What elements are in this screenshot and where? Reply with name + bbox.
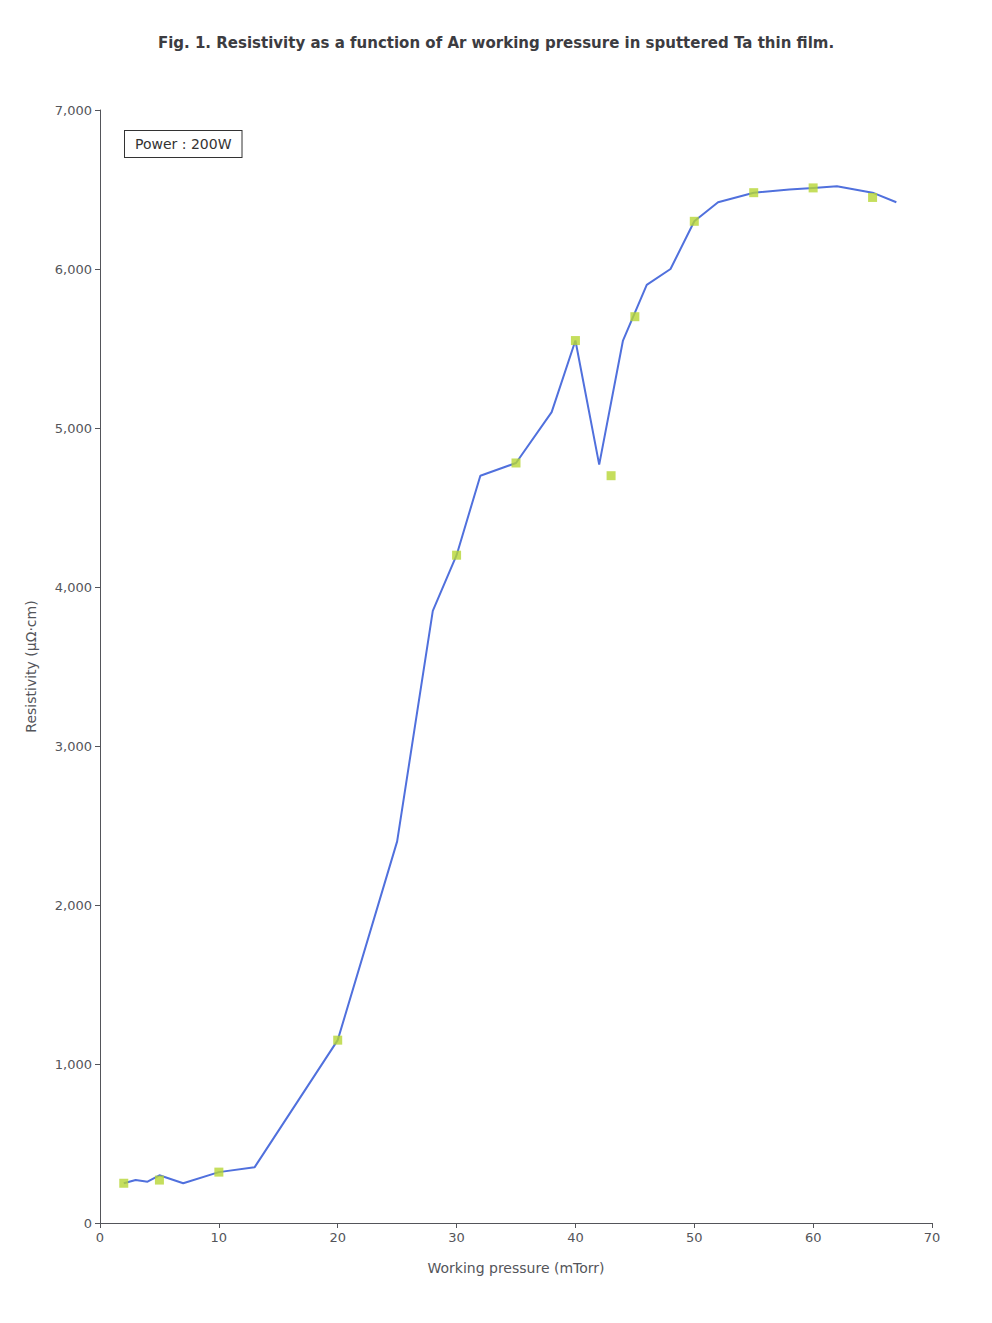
svg-text:70: 70: [924, 1230, 941, 1245]
svg-text:5,000: 5,000: [55, 421, 92, 436]
svg-text:40: 40: [567, 1230, 584, 1245]
svg-text:Working pressure (mTorr): Working pressure (mTorr): [427, 1260, 604, 1276]
svg-text:0: 0: [84, 1216, 92, 1231]
svg-text:4,000: 4,000: [55, 580, 92, 595]
svg-text:1,000: 1,000: [55, 1057, 92, 1072]
svg-text:Resistivity (μΩ·cm): Resistivity (μΩ·cm): [23, 600, 39, 732]
svg-text:30: 30: [448, 1230, 465, 1245]
svg-text:7,000: 7,000: [55, 103, 92, 118]
svg-text:20: 20: [329, 1230, 346, 1245]
svg-text:50: 50: [686, 1230, 703, 1245]
svg-text:10: 10: [211, 1230, 228, 1245]
svg-text:Power : 200W: Power : 200W: [135, 136, 232, 152]
svg-text:2,000: 2,000: [55, 898, 92, 913]
svg-text:6,000: 6,000: [55, 262, 92, 277]
svg-text:0: 0: [96, 1230, 104, 1245]
svg-text:60: 60: [805, 1230, 822, 1245]
svg-text:Fig. 1. Resistivity as a funct: Fig. 1. Resistivity as a function of Ar …: [158, 34, 834, 52]
svg-text:3,000: 3,000: [55, 739, 92, 754]
